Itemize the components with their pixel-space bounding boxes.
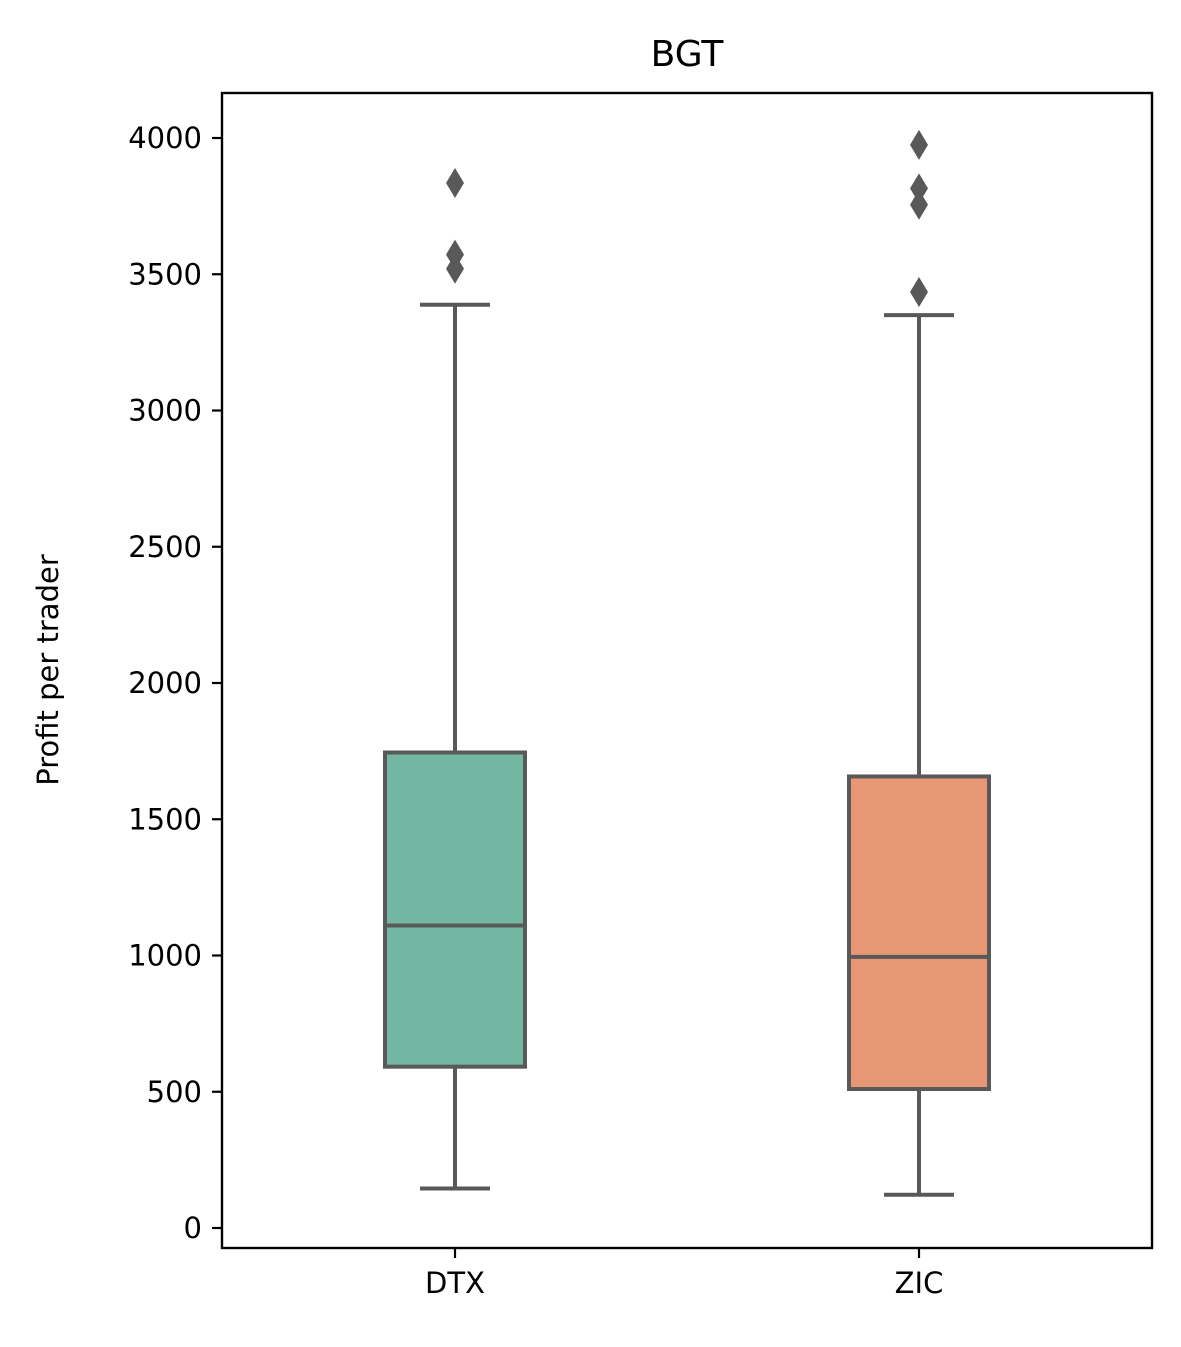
y-tick-label: 3500 bbox=[128, 257, 202, 291]
x-tick-label: DTX bbox=[425, 1266, 485, 1300]
outlier-point bbox=[910, 129, 928, 160]
outlier-point bbox=[910, 276, 928, 307]
boxes bbox=[383, 129, 991, 1197]
y-axis-label: Profit per trader bbox=[31, 554, 65, 786]
y-axis-ticks: 0 500 1000 1500 2000 2500 3000 3500 4000 bbox=[128, 121, 222, 1245]
chart-title: BGT bbox=[651, 34, 725, 75]
box-group-dtx bbox=[383, 167, 527, 1191]
box-group-zic bbox=[847, 129, 991, 1197]
y-tick-label: 1000 bbox=[128, 939, 202, 973]
y-tick-label: 0 bbox=[184, 1211, 202, 1245]
x-axis-ticks: DTX ZIC bbox=[425, 1248, 943, 1300]
y-tick-label: 3000 bbox=[128, 394, 202, 428]
outlier-point bbox=[910, 173, 928, 204]
y-tick-label: 4000 bbox=[128, 121, 202, 155]
y-tick-label: 2500 bbox=[128, 530, 202, 564]
outlier-point bbox=[446, 239, 464, 270]
x-tick-label: ZIC bbox=[895, 1266, 944, 1300]
box-iqr bbox=[383, 750, 527, 1069]
plot-area-frame bbox=[220, 91, 1154, 1250]
outlier-point bbox=[910, 189, 928, 220]
y-tick-label: 500 bbox=[147, 1075, 202, 1109]
y-tick-label: 1500 bbox=[128, 802, 202, 836]
box-iqr bbox=[847, 774, 991, 1092]
outlier-point bbox=[446, 167, 464, 198]
y-tick-label: 2000 bbox=[128, 666, 202, 700]
